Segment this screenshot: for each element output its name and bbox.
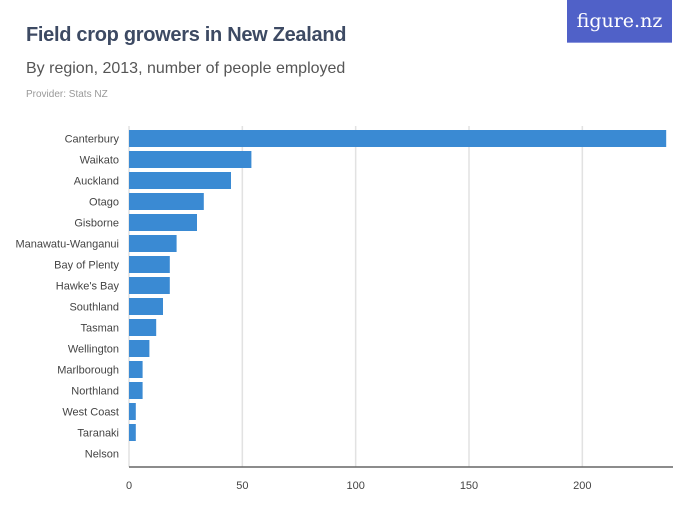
chart-subtitle: By region, 2013, number of people employ… (26, 60, 346, 77)
category-label: Northland (71, 386, 119, 398)
category-label: Southland (69, 302, 119, 314)
chart-title: Field crop growers in New Zealand (26, 24, 347, 46)
bar (129, 277, 170, 294)
bar (129, 319, 157, 336)
category-label: Hawke's Bay (56, 281, 120, 293)
category-label: West Coast (62, 407, 119, 419)
bar (129, 214, 197, 231)
category-label: Waikato (80, 155, 119, 167)
logo-text: figure.nz (576, 10, 663, 32)
category-label: Taranaki (77, 428, 119, 440)
category-label: Gisborne (74, 218, 119, 230)
category-label: Otago (89, 197, 119, 209)
category-label: Bay of Plenty (54, 260, 119, 272)
bar (129, 151, 252, 168)
bar (129, 298, 163, 315)
x-tick-label: 100 (346, 480, 364, 492)
x-tick-label: 150 (460, 480, 478, 492)
x-tick-label: 50 (236, 480, 248, 492)
category-label: Auckland (74, 176, 119, 188)
category-label: Manawatu-Wanganui (15, 239, 119, 251)
bar (129, 424, 136, 441)
category-label: Marlborough (57, 365, 119, 377)
figure-nz-logo[interactable]: figure.nz (567, 0, 672, 43)
category-label: Nelson (85, 449, 119, 461)
bar (129, 382, 143, 399)
bar (129, 256, 170, 273)
category-label: Canterbury (65, 134, 120, 146)
x-tick-label: 0 (126, 480, 132, 492)
bar (129, 130, 667, 147)
category-label: Tasman (80, 323, 119, 335)
bar (129, 235, 177, 252)
bar (129, 172, 231, 189)
category-label: Wellington (68, 344, 119, 356)
bar (129, 340, 150, 357)
bar (129, 403, 136, 420)
bar (129, 361, 143, 378)
bar (129, 193, 204, 210)
x-tick-label: 200 (573, 480, 591, 492)
provider-label: Provider: Stats NZ (26, 89, 108, 100)
